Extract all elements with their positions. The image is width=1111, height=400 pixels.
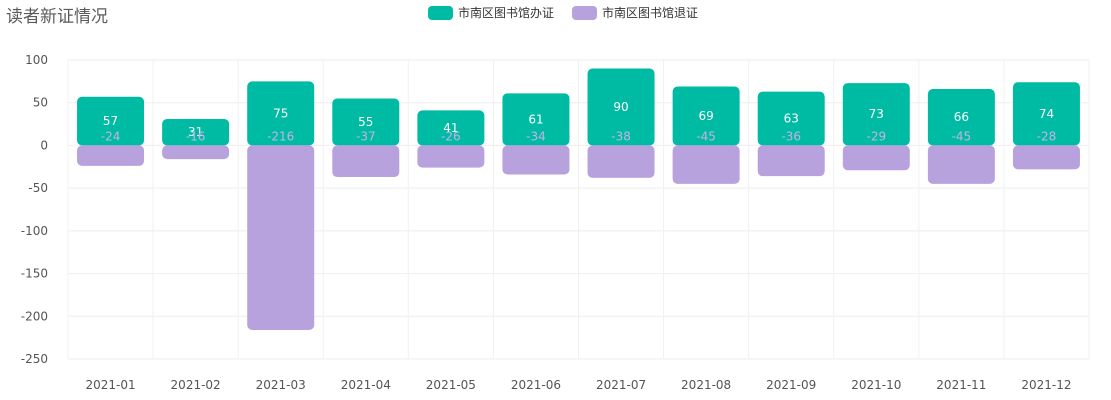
data-label-return: -16 xyxy=(186,129,206,143)
bar-return xyxy=(77,145,145,166)
x-tick-label: 2021-05 xyxy=(426,378,476,392)
bar-issue xyxy=(587,68,655,146)
x-tick-label: 2021-06 xyxy=(511,378,561,392)
data-label-return: -34 xyxy=(526,129,546,143)
data-label-issue: 57 xyxy=(103,114,118,128)
legend-item-issue[interactable]: 市南区图书馆办证 xyxy=(428,4,554,21)
data-label-return: -26 xyxy=(441,129,461,143)
legend-swatch-return xyxy=(572,5,598,20)
x-tick-label: 2021-10 xyxy=(851,378,901,392)
data-label-issue: 73 xyxy=(869,107,884,121)
bar-return xyxy=(162,145,230,160)
x-tick-label: 2021-11 xyxy=(936,378,986,392)
y-tick-label: 100 xyxy=(25,53,48,67)
chart-title: 读者新证情况 xyxy=(6,7,108,27)
bar-return xyxy=(1012,145,1080,170)
x-tick-label: 2021-12 xyxy=(1021,378,1071,392)
bar-return xyxy=(587,145,655,178)
bar-issue xyxy=(247,81,315,146)
data-label-issue: 41 xyxy=(443,121,458,135)
bar-return xyxy=(672,145,740,184)
bar-issue xyxy=(927,89,995,146)
data-label-return: -45 xyxy=(696,129,716,143)
data-label-return: -24 xyxy=(101,129,121,143)
data-label-issue: 69 xyxy=(698,109,713,123)
y-tick-label: -100 xyxy=(21,224,48,238)
data-label-issue: 63 xyxy=(784,112,799,126)
x-tick-label: 2021-09 xyxy=(766,378,816,392)
bar-return xyxy=(502,145,570,175)
x-tick-label: 2021-01 xyxy=(85,378,135,392)
bar-issue xyxy=(77,96,145,146)
data-label-issue: 61 xyxy=(528,112,543,126)
data-label-return: -45 xyxy=(952,129,972,143)
y-tick-label: -50 xyxy=(28,181,48,195)
bar-return xyxy=(332,145,400,178)
bar-return xyxy=(417,145,485,168)
data-label-return: -29 xyxy=(866,129,886,143)
data-label-issue: 74 xyxy=(1039,107,1054,121)
y-tick-label: 0 xyxy=(40,138,48,152)
x-tick-label: 2021-07 xyxy=(596,378,646,392)
bar-return xyxy=(247,145,315,330)
bar-return xyxy=(842,145,910,171)
legend-label-issue: 市南区图书馆办证 xyxy=(458,6,555,20)
data-label-issue: 90 xyxy=(613,100,628,114)
x-tick-label: 2021-08 xyxy=(681,378,731,392)
x-tick-label: 2021-03 xyxy=(256,378,306,392)
bar-return xyxy=(757,145,825,177)
bar-issue xyxy=(502,93,570,146)
data-label-return: -28 xyxy=(1037,129,1057,143)
data-label-return: -38 xyxy=(611,129,631,143)
bar-issue xyxy=(1012,82,1080,146)
data-label-return: -36 xyxy=(781,129,801,143)
y-tick-label: -250 xyxy=(21,352,48,366)
bar-issue xyxy=(757,91,825,146)
y-tick-label: -150 xyxy=(21,267,48,281)
legend-label-return: 市南区图书馆退证 xyxy=(602,6,699,20)
data-label-issue: 66 xyxy=(954,110,969,124)
data-label-return: -37 xyxy=(356,129,376,143)
data-label-return: -216 xyxy=(267,129,294,143)
data-label-issue: 55 xyxy=(358,115,373,129)
bar-issue xyxy=(672,86,740,146)
bar-return xyxy=(927,145,995,184)
x-tick-label: 2021-02 xyxy=(171,378,221,392)
data-label-issue: 31 xyxy=(188,125,203,139)
bar-issue xyxy=(417,110,485,146)
data-label-issue: 75 xyxy=(273,106,288,120)
y-tick-label: 50 xyxy=(33,96,48,110)
bar-issue xyxy=(162,118,230,146)
legend-swatch-issue xyxy=(428,5,453,20)
x-tick-label: 2021-04 xyxy=(341,378,391,392)
legend-item-return[interactable]: 市南区图书馆退证 xyxy=(572,4,698,21)
bar-issue xyxy=(332,98,400,146)
bar-issue xyxy=(842,83,910,146)
legend: 市南区图书馆办证 市南区图书馆退证 xyxy=(428,4,698,21)
y-tick-label: -200 xyxy=(21,309,48,323)
